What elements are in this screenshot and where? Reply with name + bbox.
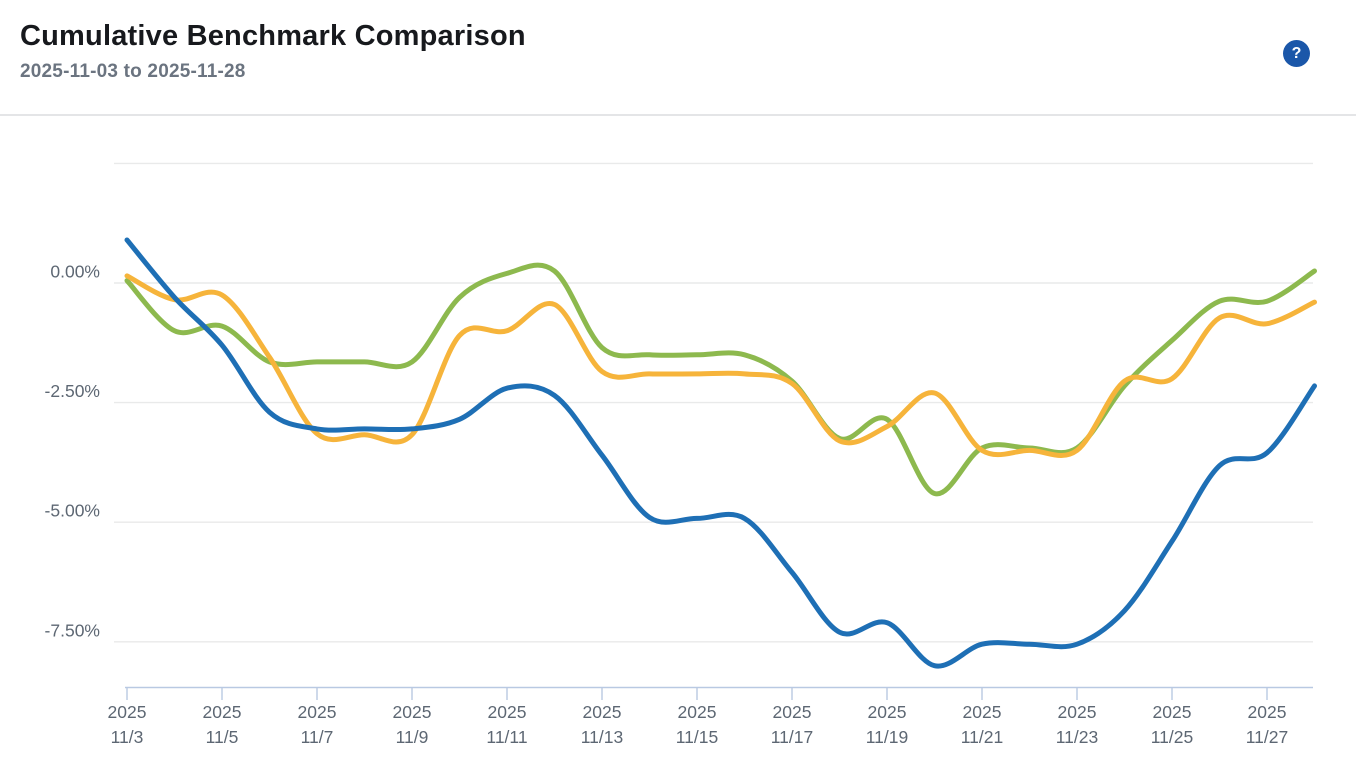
x-tick-label: 2025 11/11 <box>486 702 527 747</box>
y-gridlines <box>114 162 1313 643</box>
series-lines <box>124 237 1317 669</box>
x-tick-label: 2025 11/9 <box>393 702 432 747</box>
x-axis-labels: 2025 11/3 2025 11/5 2025 11/7 2025 11/9 2025 11/1… <box>108 702 1289 747</box>
date-range-subtitle: 2025-11-03 to 2025-11-28 <box>20 61 246 82</box>
question-mark-icon: ? <box>1291 44 1302 62</box>
series-orange <box>124 273 1317 458</box>
page-title: Cumulative Benchmark Comparison <box>20 20 526 52</box>
page-header: Cumulative Benchmark Comparison 2025-11-… <box>0 0 1356 115</box>
x-tick-label: 2025 11/23 <box>1056 702 1099 747</box>
x-tick-label: 2025 11/21 <box>961 702 1004 747</box>
y-tick-label: 0.00% <box>50 262 100 282</box>
x-tick-label: 2025 11/17 <box>771 702 814 747</box>
x-tick-label: 2025 11/15 <box>676 702 719 747</box>
x-tick-label: 2025 11/5 <box>203 702 242 747</box>
x-tick-label: 2025 11/7 <box>298 702 337 747</box>
y-tick-label: -7.50% <box>45 620 100 640</box>
x-axis <box>125 686 1313 700</box>
y-tick-label: -2.50% <box>45 381 100 401</box>
x-tick-label: 2025 11/27 <box>1246 702 1289 747</box>
x-tick-label: 2025 11/19 <box>866 702 909 747</box>
help-button[interactable]: ? <box>1283 40 1310 67</box>
header-divider <box>0 114 1356 116</box>
series-green <box>124 262 1317 497</box>
y-axis-labels: 0.00% -2.50% -5.00% -7.50% <box>45 262 100 641</box>
y-tick-label: -5.00% <box>45 501 100 521</box>
x-tick-label: 2025 11/3 <box>108 702 147 747</box>
x-tick-label: 2025 11/25 <box>1151 702 1194 747</box>
x-tick-label: 2025 11/13 <box>581 702 624 747</box>
series-blue <box>124 237 1317 669</box>
